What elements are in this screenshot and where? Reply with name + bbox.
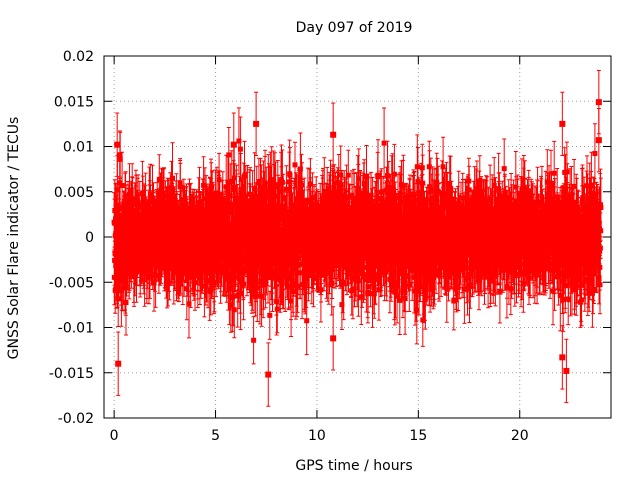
y-tick-label: -0.005 bbox=[49, 275, 94, 291]
data-point bbox=[330, 335, 337, 342]
x-axis-label: GPS time / hours bbox=[295, 458, 412, 474]
y-tick-label: 0.02 bbox=[63, 49, 94, 65]
x-tick-label: 20 bbox=[511, 428, 529, 444]
y-tick-label: -0.015 bbox=[49, 366, 94, 382]
x-tick-label: 15 bbox=[409, 428, 427, 444]
x-tick-label: 10 bbox=[308, 428, 326, 444]
y-tick-label: -0.02 bbox=[58, 411, 94, 427]
data-point bbox=[265, 371, 272, 378]
x-tick-label: 0 bbox=[110, 428, 119, 444]
data-point bbox=[253, 120, 260, 127]
data-point bbox=[595, 137, 602, 144]
data-point bbox=[559, 120, 566, 127]
data-points bbox=[111, 138, 604, 343]
data-point bbox=[115, 360, 122, 367]
y-tick-label: -0.01 bbox=[58, 321, 94, 337]
data-point bbox=[595, 99, 602, 106]
chart-title: Day 097 of 2019 bbox=[296, 20, 413, 36]
y-axis-label: GNSS Solar Flare indicator / TECUs bbox=[6, 117, 22, 360]
plot-area bbox=[111, 69, 604, 407]
data-point bbox=[114, 141, 121, 148]
y-tick-label: 0.015 bbox=[54, 94, 94, 110]
y-tick-label: 0.005 bbox=[54, 185, 94, 201]
data-point bbox=[563, 367, 570, 374]
data-point bbox=[559, 354, 566, 361]
y-tick-label: 0 bbox=[85, 230, 94, 246]
data-point bbox=[330, 131, 337, 138]
axis-ticks: -0.02 -0.015 -0.01 -0.005 0 0.005 0.01 0.015 0.0… bbox=[49, 49, 611, 444]
y-tick-label: 0.01 bbox=[63, 140, 94, 156]
x-tick-label: 5 bbox=[211, 428, 220, 444]
data-point bbox=[230, 141, 237, 148]
